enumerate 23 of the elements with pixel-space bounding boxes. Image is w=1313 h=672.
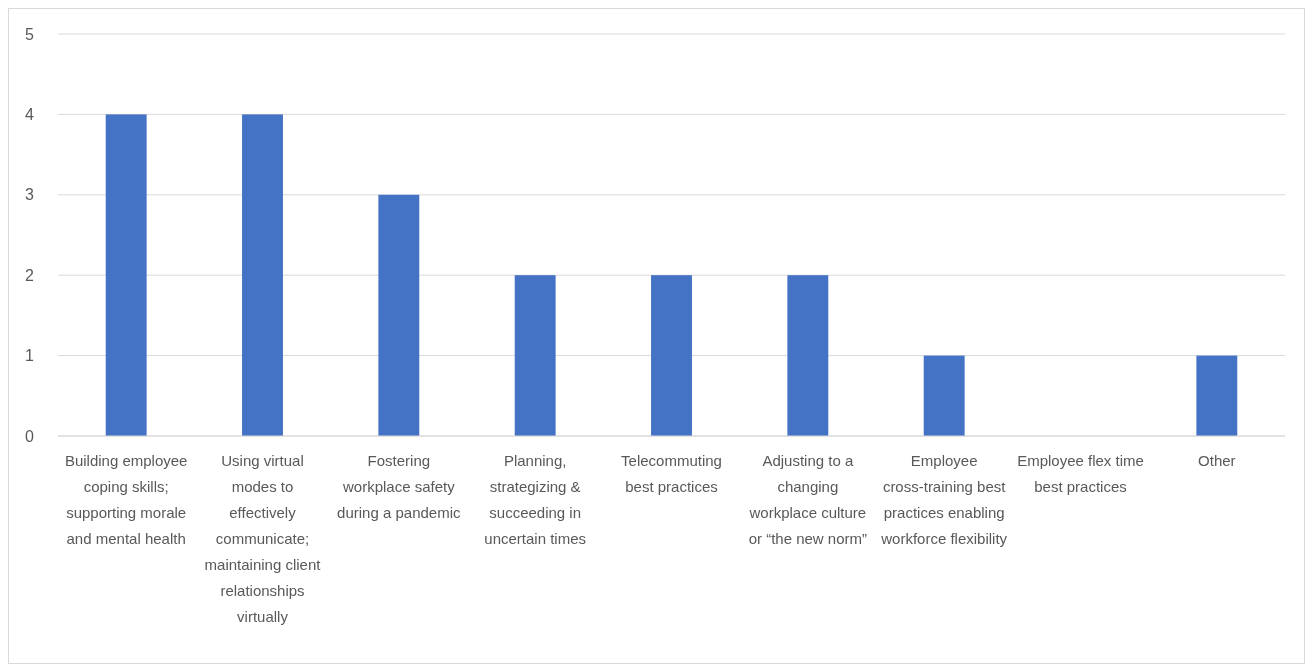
bar bbox=[1196, 355, 1238, 436]
bar bbox=[651, 275, 692, 436]
bar bbox=[923, 355, 965, 436]
y-tick-label: 4 bbox=[25, 106, 35, 123]
bar bbox=[378, 194, 420, 436]
bar bbox=[787, 275, 829, 436]
x-tick-label: Employee flex time best practices bbox=[1017, 452, 1144, 495]
x-tick-label: Telecommuting best practices bbox=[621, 452, 722, 495]
x-tick-label: Fostering workplace safety during a pandemic bbox=[337, 452, 462, 521]
bar bbox=[242, 114, 283, 436]
y-tick-label: 3 bbox=[25, 186, 35, 204]
y-tick-label: 2 bbox=[25, 266, 35, 284]
y-tick-label: 0 bbox=[25, 427, 35, 445]
y-tick-label: 1 bbox=[25, 347, 35, 365]
y-tick-label: 5 bbox=[25, 25, 35, 43]
x-tick-label: Other bbox=[1198, 452, 1236, 469]
x-tick-label: Using virtual modes to effectively communicate; maintaining client relationships virtually bbox=[204, 452, 322, 625]
bar bbox=[514, 275, 556, 436]
x-tick-label: Adjusting to a changing workplace culture or “the new norm” bbox=[748, 452, 868, 547]
bar bbox=[105, 114, 147, 436]
x-tick-label: Building employee coping skills; supporting morale and mental health bbox=[64, 452, 188, 547]
x-tick-label: Employee cross-training best practices enabling workforce flexibility bbox=[880, 452, 1008, 547]
x-tick-label: Planning, strategizing & succeeding in uncertain times bbox=[484, 452, 587, 547]
